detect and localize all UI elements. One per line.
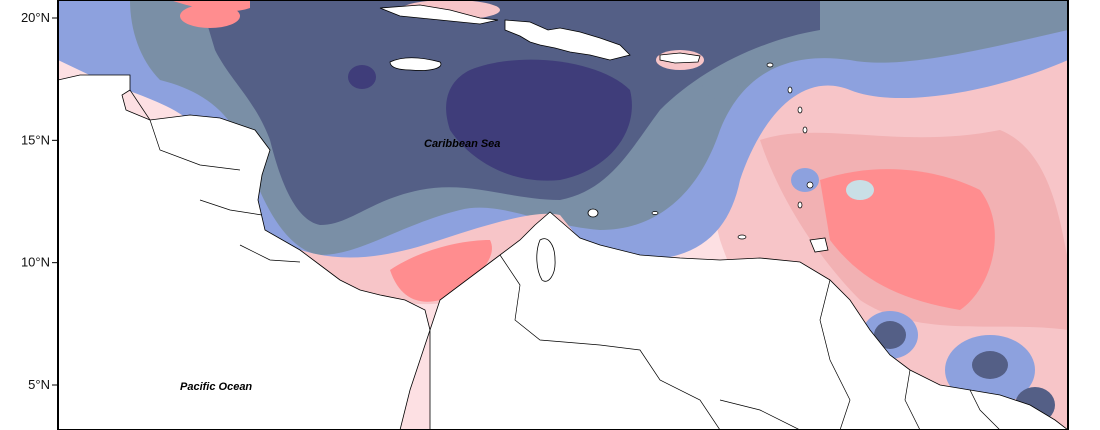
lake-maracaibo [536, 238, 556, 282]
blue-very-strong [446, 59, 632, 181]
central-america [58, 74, 431, 430]
y-tick-label: 5°N [28, 377, 50, 392]
trinidad [809, 237, 829, 253]
red-coast [390, 240, 492, 302]
blue-blob-west [348, 65, 376, 89]
red-east [820, 169, 995, 310]
puerto-rico [659, 52, 701, 64]
y-tick-label: 10°N [21, 255, 50, 270]
y-tick-label: 20°N [21, 10, 50, 25]
plot-frame [57, 0, 1069, 430]
caribbean-sea-label: Caribbean Sea [424, 138, 500, 150]
borders [129, 89, 1001, 430]
anomaly-field [58, 0, 1068, 430]
hispaniola [504, 19, 631, 61]
cuba [379, 4, 499, 25]
y-tick-label: 15°N [21, 132, 50, 147]
south-america [429, 211, 1068, 430]
y-axis: 20°N 15°N 10°N 5°N [21, 10, 58, 392]
pacific-ocean-label: Pacific Ocean [180, 381, 252, 393]
land-layer [58, 4, 1068, 430]
jamaica [389, 57, 442, 71]
lesser-antilles [651, 62, 814, 240]
